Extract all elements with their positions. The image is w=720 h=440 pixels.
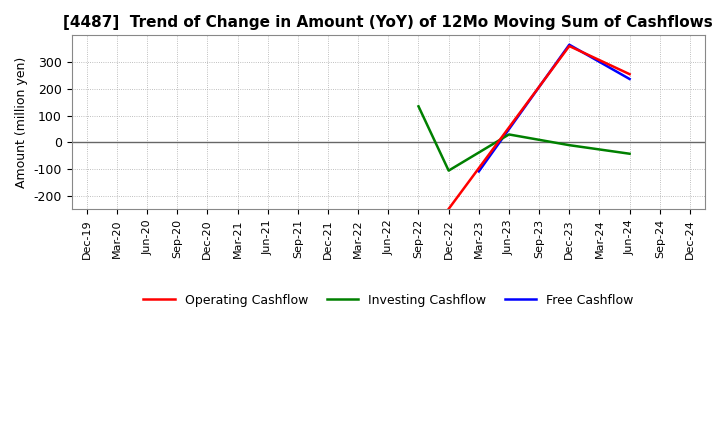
Operating Cashflow <box>565 44 574 49</box>
Free Cashflow <box>625 77 634 82</box>
Legend: Operating Cashflow, Investing Cashflow, Free Cashflow: Operating Cashflow, Investing Cashflow, … <box>138 289 639 312</box>
Investing Cashflow <box>414 104 423 109</box>
Investing Cashflow <box>505 132 513 137</box>
Investing Cashflow <box>625 151 634 156</box>
Line: Operating Cashflow: Operating Cashflow <box>449 46 629 209</box>
Y-axis label: Amount (million yen): Amount (million yen) <box>15 57 28 188</box>
Free Cashflow <box>565 42 574 48</box>
Investing Cashflow <box>565 143 574 148</box>
Free Cashflow <box>474 169 483 174</box>
Line: Investing Cashflow: Investing Cashflow <box>418 106 629 171</box>
Operating Cashflow <box>444 206 453 212</box>
Operating Cashflow <box>625 72 634 77</box>
Investing Cashflow <box>444 168 453 173</box>
Title: [4487]  Trend of Change in Amount (YoY) of 12Mo Moving Sum of Cashflows: [4487] Trend of Change in Amount (YoY) o… <box>63 15 714 30</box>
Line: Free Cashflow: Free Cashflow <box>479 45 629 172</box>
